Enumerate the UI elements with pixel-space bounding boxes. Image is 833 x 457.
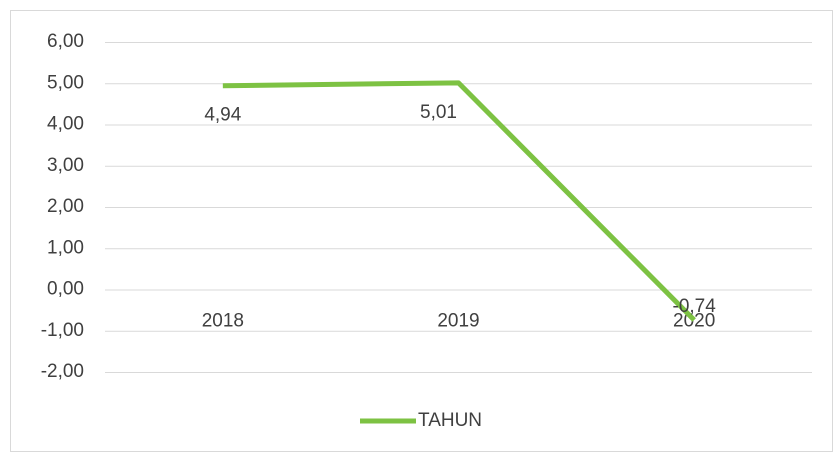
- y-tick-label: 2,00: [47, 196, 84, 217]
- data-label: 5,01: [420, 102, 457, 123]
- y-tick-label: 5,00: [47, 72, 84, 93]
- y-tick-label: -1,00: [41, 320, 84, 341]
- y-tick-label: 1,00: [47, 237, 84, 258]
- y-tick-label: 3,00: [47, 155, 84, 176]
- chart-border: [10, 10, 833, 452]
- data-label: -0,74: [673, 296, 717, 317]
- x-tick-label: 2018: [202, 311, 244, 332]
- y-tick-label: 4,00: [47, 114, 84, 135]
- x-tick-label: 2020: [673, 311, 715, 332]
- legend-label: TAHUN: [418, 410, 482, 431]
- y-tick-label: -2,00: [41, 361, 84, 382]
- y-tick-label: 6,00: [47, 31, 84, 52]
- line-series: [222, 80, 696, 322]
- y-tick-label: 0,00: [47, 279, 84, 300]
- data-label: 4,94: [204, 105, 241, 126]
- x-tick-label: 2019: [437, 311, 479, 332]
